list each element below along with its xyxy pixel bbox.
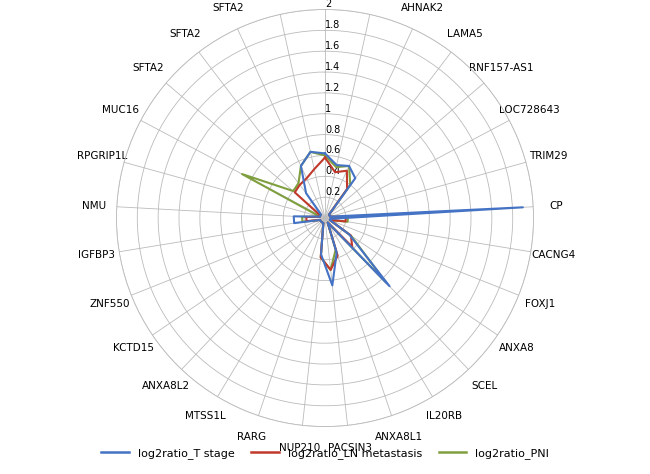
Legend: log2ratio_T stage, log2ratio_LN metastasis, log2ratio_PNI: log2ratio_T stage, log2ratio_LN metastas… <box>96 444 554 464</box>
